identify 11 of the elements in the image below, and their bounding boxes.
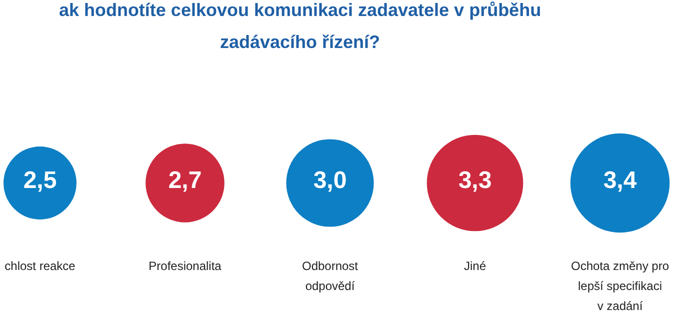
data-label: 2,7 (168, 167, 202, 194)
category-label: chlost reakce (4, 259, 76, 273)
category-label: Jiné (464, 259, 486, 273)
data-label: 3,3 (458, 167, 492, 194)
data-label: 2,5 (23, 167, 57, 194)
category-label: Ochota změny pro lepší specifikaci v zadání (570, 259, 670, 313)
text: ak hodnotíte celkovou komunikaci zadavatele v průběhu zadávacího řízení? (58, 0, 542, 52)
category-label: Odbornost odpovědí (302, 259, 359, 293)
data-label: 3,4 (603, 167, 638, 194)
data-label: 3,0 (313, 167, 347, 194)
category-label: Profesionalita (148, 259, 222, 273)
